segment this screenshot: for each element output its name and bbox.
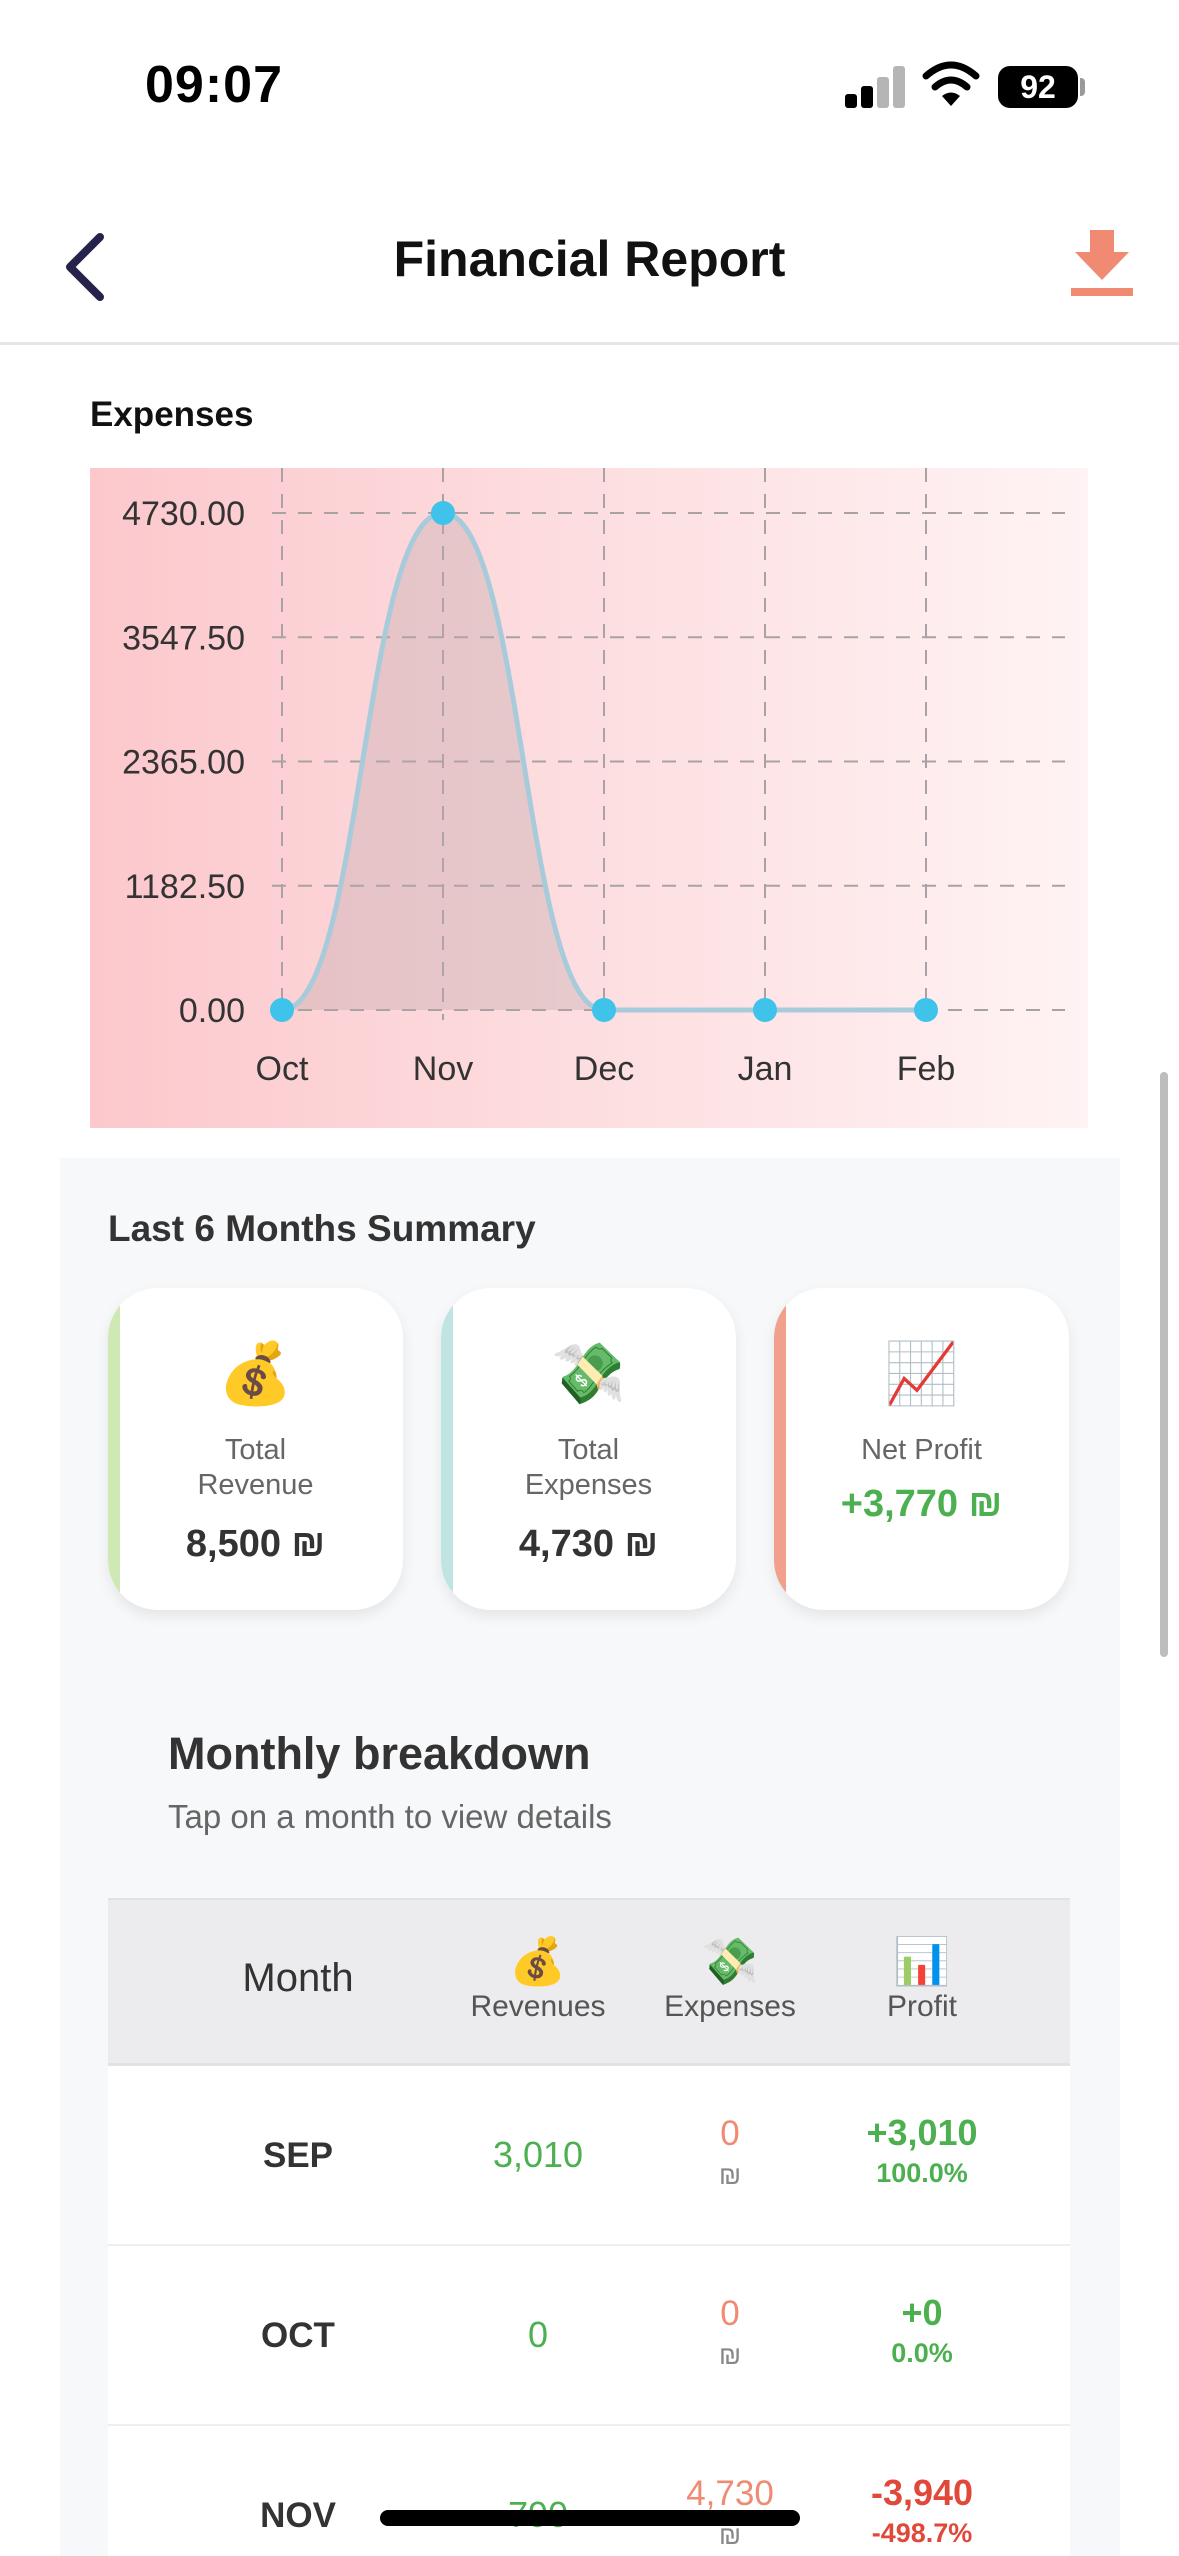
- x-tick-label: Jan: [738, 1050, 793, 1088]
- column-header-profit: 📊 Profit: [822, 1932, 1022, 2024]
- column-header-expenses: 💸 Expenses: [630, 1932, 830, 2024]
- money-with-wings-icon: 💸: [701, 1935, 759, 1987]
- data-point: [592, 998, 616, 1022]
- y-tick-label: 3547.50: [122, 619, 245, 657]
- total-expenses-card[interactable]: 💸 Total Expenses 4,730 ₪: [441, 1288, 736, 1610]
- money-with-wings-icon: 💸: [551, 1340, 626, 1407]
- card-label-line1: Total: [224, 1434, 287, 1466]
- monthly-breakdown-table: Month 💰 Revenues 💸 Expenses 📊 Profit SEP…: [108, 1898, 1070, 2556]
- data-point: [431, 501, 455, 525]
- total-expenses-value: 4,730 ₪: [518, 1523, 659, 1565]
- card-label: Net Profit: [861, 1434, 982, 1466]
- money-bag-icon: 💰: [218, 1340, 293, 1407]
- card-accent-stripe: [441, 1288, 453, 1610]
- row-profit-percent: -498.7%: [871, 2518, 973, 2548]
- card-label-line2: Expenses: [524, 1469, 653, 1501]
- row-profit-percent: 100.0%: [876, 2158, 968, 2188]
- chart-increasing-icon: 📈: [884, 1340, 959, 1407]
- row-profit-value: +3,010: [866, 2112, 978, 2153]
- chart-title: Expenses: [90, 395, 254, 434]
- row-expense: 0 ₪: [630, 2294, 830, 2371]
- battery-tip: [1080, 78, 1085, 96]
- expenses-chart: 4730.00 3547.50 2365.00 1182.50 0.00 Oct Nov De…: [90, 468, 1088, 1128]
- card-label-line2: Revenue: [197, 1469, 314, 1501]
- card-accent-stripe: [108, 1288, 120, 1610]
- row-profit-value: -3,940: [870, 2472, 974, 2513]
- card-label: Total Expenses: [441, 1433, 736, 1503]
- row-expense: 4,730 ₪: [630, 2474, 830, 2551]
- total-revenue-value: 8,500 ₪: [185, 1523, 326, 1565]
- breakdown-subtitle: Tap on a month to view details: [168, 1798, 612, 1835]
- currency-symbol: ₪: [718, 2340, 742, 2370]
- total-revenue-card[interactable]: 💰 Total Revenue 8,500 ₪: [108, 1288, 403, 1610]
- table-row[interactable]: OCT 0 0 ₪ +0 0.0%: [108, 2246, 1070, 2426]
- summary-title: Last 6 Months Summary: [108, 1208, 536, 1249]
- row-expense-value: 0: [720, 2294, 740, 2333]
- card-label: Total Revenue: [108, 1433, 403, 1503]
- card-label-line1: Total: [557, 1434, 620, 1466]
- row-expense-value: 4,730: [686, 2474, 774, 2513]
- money-bag-icon: 💰: [509, 1935, 567, 1987]
- row-revenue: 3,010: [492, 2134, 584, 2175]
- series-area: [282, 513, 926, 1010]
- column-header-revenues-label: Revenues: [470, 1990, 606, 2023]
- y-tick-label: 1182.50: [125, 868, 245, 906]
- data-point: [270, 998, 294, 1022]
- table-row[interactable]: SEP 3,010 0 ₪ +3,010 100.0%: [108, 2066, 1070, 2246]
- download-button[interactable]: [1065, 222, 1140, 312]
- net-profit-value: +3,770 ₪: [840, 1483, 1003, 1525]
- row-profit-value: +0: [901, 2292, 943, 2333]
- net-profit-card[interactable]: 📈 Net Profit +3,770 ₪: [774, 1288, 1069, 1610]
- scrollbar[interactable]: [1160, 1072, 1168, 1657]
- x-tick-label: Dec: [574, 1050, 634, 1088]
- column-header-expenses-label: Expenses: [664, 1990, 796, 2023]
- breakdown-title: Monthly breakdown: [168, 1728, 591, 1779]
- wifi-icon: [922, 61, 980, 106]
- summary-panel: Last 6 Months Summary 💰 Total Revenue 8,…: [60, 1158, 1120, 2556]
- row-month: SEP: [262, 2136, 334, 2175]
- download-icon: [1071, 230, 1133, 296]
- row-expense: 0 ₪: [630, 2114, 830, 2191]
- chevron-left-icon: [66, 233, 104, 301]
- home-indicator[interactable]: [380, 2510, 800, 2526]
- cellular-signal-icon: [845, 66, 907, 108]
- row-profit: -3,940 -498.7%: [822, 2472, 1022, 2549]
- x-tick-label: Nov: [413, 1050, 473, 1088]
- app-header: Financial Report: [0, 190, 1179, 345]
- card-accent-stripe: [774, 1288, 786, 1610]
- battery-icon: 92: [998, 66, 1078, 108]
- column-header-revenues: 💰 Revenues: [438, 1932, 638, 2024]
- currency-symbol: ₪: [718, 2520, 742, 2550]
- data-point: [914, 998, 938, 1022]
- currency-symbol: ₪: [718, 2160, 742, 2190]
- chart-svg: 4730.00 3547.50 2365.00 1182.50 0.00 Oct Nov De…: [122, 468, 1065, 1088]
- y-tick-label: 2365.00: [122, 744, 245, 782]
- row-profit: +0 0.0%: [822, 2292, 1022, 2369]
- column-header-profit-label: Profit: [886, 1990, 958, 2023]
- status-bar: 09:07 92: [0, 0, 1179, 170]
- data-point: [753, 998, 777, 1022]
- x-tick-label: Feb: [897, 1050, 956, 1088]
- row-expense-value: 0: [720, 2114, 740, 2153]
- bar-chart-icon: 📊: [893, 1935, 951, 1987]
- row-profit-percent: 0.0%: [891, 2338, 953, 2368]
- row-month: OCT: [261, 2316, 335, 2355]
- x-tick-label: Oct: [256, 1050, 309, 1088]
- table-header: Month 💰 Revenues 💸 Expenses 📊 Profit: [108, 1898, 1070, 2066]
- status-time: 09:07: [145, 56, 283, 114]
- row-month: NOV: [260, 2496, 336, 2535]
- table-row[interactable]: NOV 790 4,730 ₪ -3,940 -498.7%: [108, 2426, 1070, 2556]
- y-tick-label: 4730.00: [122, 495, 245, 533]
- column-header-month: Month: [242, 1956, 354, 2000]
- page-title: Financial Report: [393, 231, 786, 287]
- row-profit: +3,010 100.0%: [822, 2112, 1022, 2189]
- back-button[interactable]: [50, 222, 120, 312]
- row-revenue: 0: [527, 2314, 549, 2355]
- y-tick-label: 0.00: [179, 992, 245, 1030]
